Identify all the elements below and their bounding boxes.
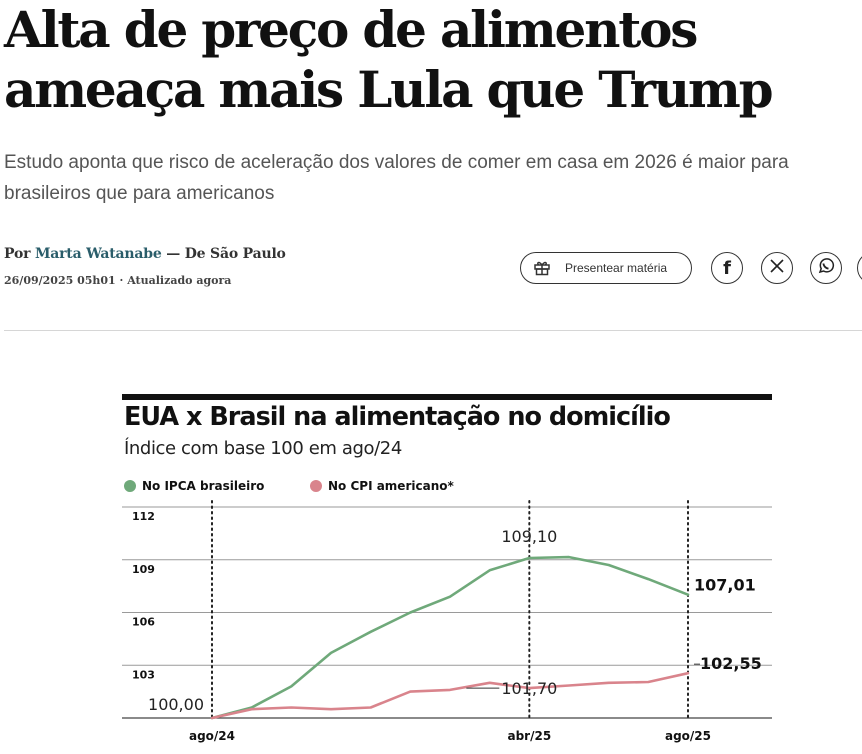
x-tick-label: abr/25 xyxy=(507,729,551,743)
series-line-brasil xyxy=(210,555,690,720)
article-subtitle: Estudo aponta que risco de aceleração do… xyxy=(4,152,789,204)
legend-item-eua: No CPI americano* xyxy=(310,479,454,493)
data-label: 102,55 xyxy=(700,654,762,673)
chart-plot: 112 109 106 103 ago/24 abr/25 ago/25 100,00 109,… xyxy=(122,500,772,743)
data-label: 109,10 xyxy=(501,527,557,546)
legend-label-eua: No CPI americano* xyxy=(328,479,454,493)
article-headline: Alta de preço de alimentos ameaça mais L… xyxy=(4,0,774,119)
share-x-button[interactable] xyxy=(761,252,793,284)
publish-date: 26/09/2025 05h01 · Atualizado agora xyxy=(4,274,232,287)
header-divider xyxy=(4,330,862,331)
share-whatsapp-button[interactable] xyxy=(810,252,842,284)
chart-title: EUA x Brasil na alimentação no domicílio xyxy=(124,402,671,432)
gift-icon xyxy=(533,258,551,279)
gift-article-button[interactable]: Presentear matéria xyxy=(520,252,692,284)
byline-location: — De São Paulo xyxy=(161,246,286,262)
chart: EUA x Brasil na alimentação no domicílio… xyxy=(122,394,772,754)
y-tick-label: 112 xyxy=(132,510,155,523)
whatsapp-icon xyxy=(817,257,835,280)
y-tick-label: 106 xyxy=(132,616,155,629)
data-label: 101,70 xyxy=(501,679,557,698)
byline-prefix: Por xyxy=(4,246,35,262)
data-label: 100,00 xyxy=(148,695,204,714)
share-facebook-button[interactable]: f xyxy=(711,252,743,284)
legend-item-brasil: No IPCA brasileiro xyxy=(124,479,264,493)
gift-button-label: Presentear matéria xyxy=(565,261,668,275)
chart-top-rule xyxy=(122,394,772,400)
legend-label-brasil: No IPCA brasileiro xyxy=(142,479,265,493)
x-tick-label: ago/25 xyxy=(665,729,711,743)
x-tick-label: ago/24 xyxy=(189,729,235,743)
y-tick-label: 109 xyxy=(132,563,155,576)
facebook-icon: f xyxy=(723,257,731,279)
series-line-eua xyxy=(210,671,690,720)
share-more-button[interactable] xyxy=(857,252,862,284)
legend-swatch-eua xyxy=(310,480,322,492)
y-tick-label: 103 xyxy=(132,668,155,681)
chart-subtitle: Índice com base 100 em ago/24 xyxy=(124,438,402,459)
data-label: 107,01 xyxy=(694,576,756,595)
x-icon xyxy=(769,258,785,279)
author-link[interactable]: Marta Watanabe xyxy=(34,246,162,262)
legend-swatch-brasil xyxy=(124,480,136,492)
byline: Por Marta Watanabe — De São Paulo xyxy=(4,246,286,262)
